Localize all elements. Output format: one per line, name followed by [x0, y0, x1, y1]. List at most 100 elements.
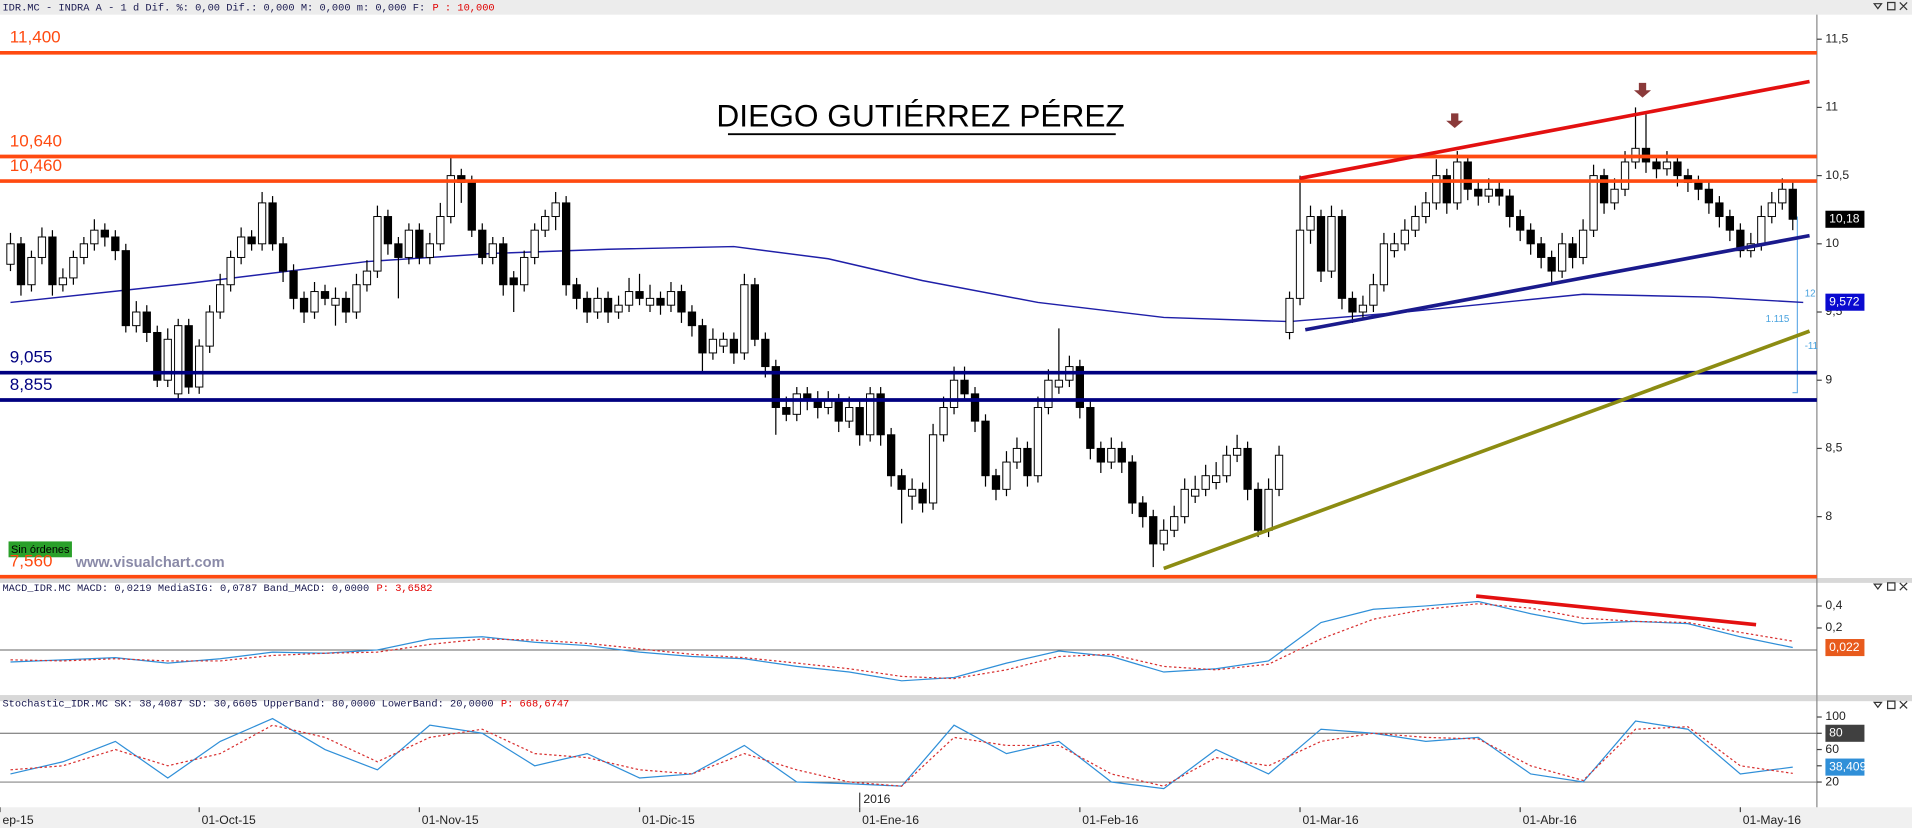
candle-body — [603, 297, 613, 313]
candle-body — [530, 229, 539, 258]
price-tag — [1825, 758, 1865, 776]
candle-body — [1652, 161, 1661, 170]
candle-body — [677, 291, 686, 313]
candle-body — [1348, 297, 1357, 313]
price-tag-label: 9,572 — [1829, 294, 1860, 308]
candle-body — [1411, 216, 1420, 231]
candle-body — [1191, 488, 1200, 497]
candle-body — [404, 229, 414, 258]
candle-body — [195, 345, 204, 388]
window-icons[interactable] — [1872, 700, 1908, 710]
candle-body — [1159, 529, 1168, 545]
candle-body — [320, 291, 330, 299]
candle-body — [1432, 175, 1441, 204]
candle-body — [719, 338, 728, 347]
status-box — [8, 541, 72, 558]
candle-body — [1778, 188, 1787, 204]
y-tick-label: 100 — [1825, 709, 1846, 723]
candle-body — [1128, 461, 1137, 504]
candle-body — [834, 400, 843, 422]
candle-body — [520, 256, 529, 286]
level-label: 7,560 — [10, 552, 53, 571]
price-tag-label: 10,18 — [1829, 211, 1860, 225]
candle-body — [991, 475, 1001, 490]
header: MACD_IDR.MC MACD: 0,0219 MediaSIG: 0,078… — [2, 582, 432, 594]
candle-body — [341, 297, 351, 313]
measure-label: 12 — [1805, 288, 1816, 299]
candle-body — [37, 236, 47, 258]
candle-body — [792, 393, 801, 415]
window-icons[interactable] — [1872, 582, 1908, 591]
y-tick-label: 8,5 — [1825, 441, 1842, 455]
trend-line — [1299, 79, 1810, 181]
watermark: www.visualchart.com — [75, 555, 225, 571]
candle-body — [561, 202, 571, 286]
candle-body — [415, 229, 424, 258]
candle-body — [918, 488, 927, 504]
y-tick-label: 9 — [1825, 372, 1832, 386]
candle-body — [876, 393, 885, 436]
candle-body — [58, 277, 68, 286]
x-tick-label: 01-Nov-15 — [422, 813, 479, 827]
panel-separator — [0, 578, 1912, 583]
series-line — [10, 724, 1793, 787]
candle-body — [1495, 188, 1504, 197]
candle-body — [100, 229, 109, 238]
candle-body — [1023, 447, 1032, 477]
candle-body — [79, 243, 89, 258]
candle-body — [907, 488, 917, 497]
candle-body — [1463, 161, 1472, 190]
candle-body — [111, 236, 120, 252]
header: IDR.MC - INDRA A - 1 d Dif. %: 0,00 Dif.… — [2, 2, 494, 14]
candle-body — [1662, 161, 1672, 170]
candle-body — [436, 216, 445, 245]
candle-body — [352, 284, 361, 313]
candle-body — [184, 325, 193, 388]
header-p: P : 10,000 — [432, 2, 494, 14]
x-tick-label: 01-May-16 — [1743, 813, 1801, 827]
candle-body — [1442, 175, 1451, 204]
candle-body — [1505, 195, 1514, 218]
level-label: 11,400 — [10, 28, 61, 47]
candle-body — [383, 216, 393, 245]
candle-body — [1379, 243, 1389, 286]
candle-body — [268, 202, 277, 245]
price-tag-label: 0,022 — [1829, 640, 1860, 654]
candle-body — [509, 277, 518, 286]
price-tag — [1825, 293, 1865, 311]
header: Stochastic_IDR.MC SK: 38,4087 SD: 30,660… — [2, 698, 569, 710]
candle-body — [1526, 229, 1535, 245]
candle-body — [761, 338, 770, 368]
candle-body — [1578, 229, 1588, 258]
candle-body — [1138, 502, 1147, 518]
level-label: 9,055 — [10, 348, 53, 367]
candle-body — [572, 284, 581, 299]
x-tick-label: 01-Mar-16 — [1302, 813, 1358, 827]
candle-body — [1285, 297, 1294, 333]
trend-line — [1163, 329, 1811, 571]
candle-body — [1012, 447, 1022, 463]
candle-body — [1212, 475, 1221, 484]
header-p: P: 3,6582 — [377, 582, 433, 594]
candle-body — [1599, 175, 1609, 204]
candle-body — [153, 331, 162, 381]
candle-body — [666, 291, 676, 306]
candle-body — [205, 311, 214, 347]
candle-body — [1337, 216, 1347, 299]
candle-body — [1306, 216, 1315, 231]
candle-body — [1610, 188, 1619, 204]
header-text: MACD_IDR.MC MACD: 0,0219 MediaSIG: 0,078… — [2, 582, 369, 594]
year-label: 2016 — [863, 792, 890, 806]
window-icons[interactable] — [1872, 1, 1908, 11]
candle-body — [949, 379, 959, 408]
candle-body — [1673, 161, 1682, 177]
candle-body — [1725, 216, 1735, 231]
candle-body — [1044, 379, 1053, 408]
candle-body — [467, 181, 476, 231]
candle-body — [1243, 447, 1252, 490]
candle-body — [1002, 461, 1011, 490]
y-tick-label: 0,2 — [1825, 620, 1842, 634]
y-tick-label: 10,5 — [1825, 168, 1849, 182]
